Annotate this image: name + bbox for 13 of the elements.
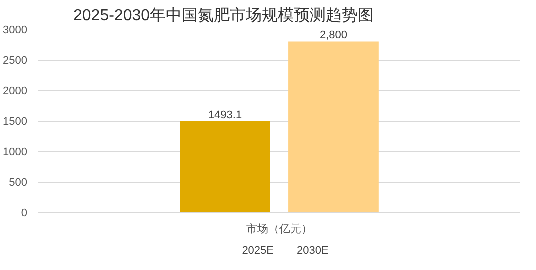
chart-title: 2025-2030年中国氮肥市场规模预测趋势图 — [74, 6, 374, 24]
y-tick-label: 1000 — [3, 146, 28, 158]
y-tick-label: 1500 — [3, 116, 28, 128]
text: 2025E — [242, 245, 274, 257]
y-tick-label: 500 — [9, 177, 28, 189]
y-tick-label: 2000 — [3, 86, 28, 98]
y-tick-label: 3000 — [3, 24, 28, 36]
text: 2030E — [297, 245, 329, 257]
x-tick-label: 市场（亿元） — [246, 222, 312, 236]
data-label: 2,800 — [320, 30, 348, 42]
y-tick-label: 0 — [21, 208, 28, 220]
y-tick-label: 2500 — [3, 55, 28, 67]
data-label: 1493.1 — [208, 109, 242, 122]
